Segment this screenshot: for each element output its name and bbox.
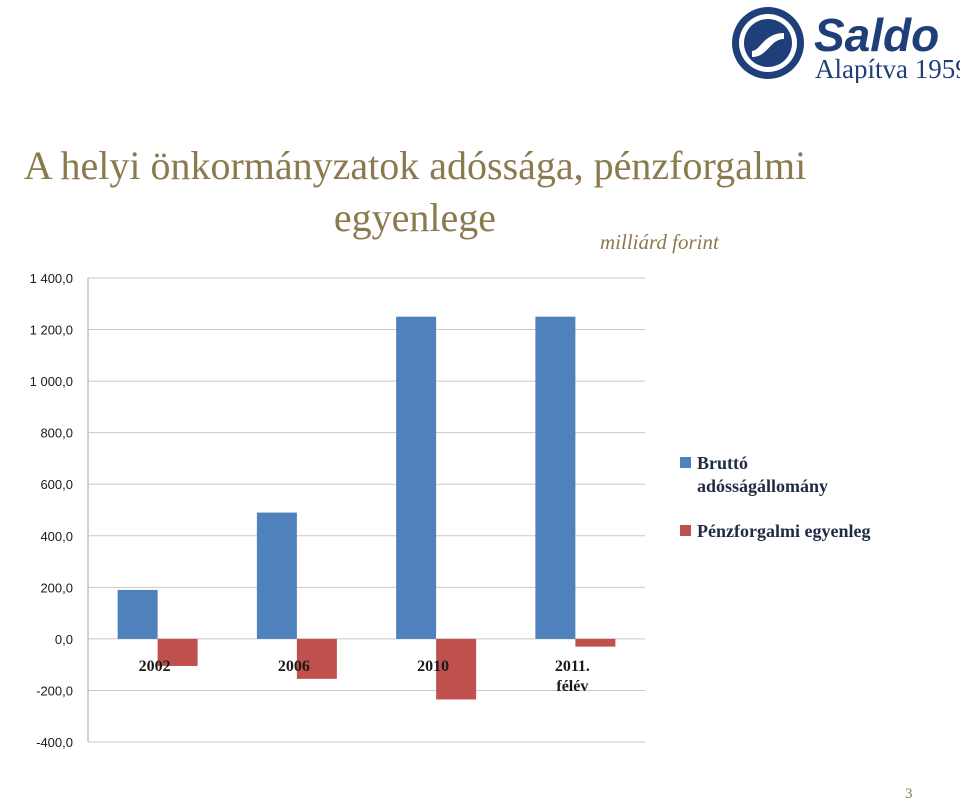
logo-tagline-text: Alapítva 1959 bbox=[815, 54, 960, 83]
bar-egyenleg-2002 bbox=[157, 638, 198, 666]
legend-swatch-brutto bbox=[680, 457, 691, 468]
bar-egyenleg-2010 bbox=[436, 638, 477, 700]
bar-egyenleg-2011flv bbox=[575, 638, 616, 647]
y-tick-label: 1 400,0 bbox=[30, 271, 73, 286]
legend-item-brutto: Bruttó adósságállomány bbox=[680, 452, 880, 498]
page-title: A helyi önkormányzatok adóssága, pénzfor… bbox=[23, 143, 807, 240]
legend-item-egyenleg: Pénzforgalmi egyenleg bbox=[680, 520, 880, 543]
y-tick-label: 600,0 bbox=[40, 477, 73, 492]
x-tick-label: 2010 bbox=[417, 658, 449, 675]
legend-swatch-egyenleg bbox=[680, 525, 691, 536]
y-axis-ticks: 1 400,0 1 200,0 1 000,0 800,0 600,0 400,0 200,… bbox=[30, 271, 73, 750]
x-tick-label: 2002 bbox=[139, 658, 171, 675]
y-tick-label: -400,0 bbox=[36, 735, 73, 750]
unit-label: milliárd forint bbox=[600, 230, 719, 254]
bar-egyenleg-2006 bbox=[296, 638, 337, 679]
saldo-logo: Saldo Alapítva 1959 bbox=[730, 3, 960, 83]
x-axis-ticks: 2002 2006 2010 2011. félév bbox=[139, 658, 590, 695]
legend-label-brutto: Bruttó adósságállomány bbox=[697, 453, 829, 496]
bars bbox=[117, 316, 616, 700]
page-number: 3 bbox=[905, 786, 913, 802]
legend-label-egyenleg: Pénzforgalmi egyenleg bbox=[697, 521, 871, 541]
y-tick-label: 1 000,0 bbox=[30, 374, 73, 389]
legend: Bruttó adósságállomány Pénzforgalmi egye… bbox=[680, 452, 880, 565]
y-tick-label: -200,0 bbox=[36, 683, 73, 698]
y-tick-label: 1 200,0 bbox=[30, 323, 73, 338]
y-tick-label: 800,0 bbox=[40, 426, 73, 441]
y-tick-label: 200,0 bbox=[40, 580, 73, 595]
bar-brutto-2006 bbox=[256, 512, 297, 639]
x-tick-label: 2006 bbox=[278, 658, 310, 675]
y-tick-label: 400,0 bbox=[40, 529, 73, 544]
y-tick-label: 0,0 bbox=[55, 632, 73, 647]
x-tick-label: 2011. félév bbox=[555, 658, 590, 695]
bar-brutto-2011flv bbox=[535, 316, 576, 639]
bar-chart: 1 400,0 1 200,0 1 000,0 800,0 600,0 400,0 200,… bbox=[30, 271, 645, 750]
bar-brutto-2002 bbox=[117, 589, 158, 639]
bar-brutto-2010 bbox=[396, 316, 437, 639]
logo-brand-text: Saldo bbox=[814, 9, 939, 61]
